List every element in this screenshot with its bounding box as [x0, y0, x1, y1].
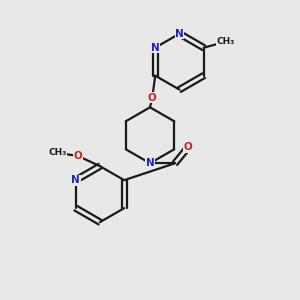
Text: CH₃: CH₃ — [48, 148, 66, 158]
Text: O: O — [148, 93, 157, 103]
Text: N: N — [146, 158, 154, 168]
Text: N: N — [151, 43, 160, 53]
Text: O: O — [74, 151, 82, 161]
Text: N: N — [175, 29, 184, 39]
Text: N: N — [71, 175, 80, 185]
Text: O: O — [184, 142, 193, 152]
Text: CH₃: CH₃ — [217, 37, 235, 46]
